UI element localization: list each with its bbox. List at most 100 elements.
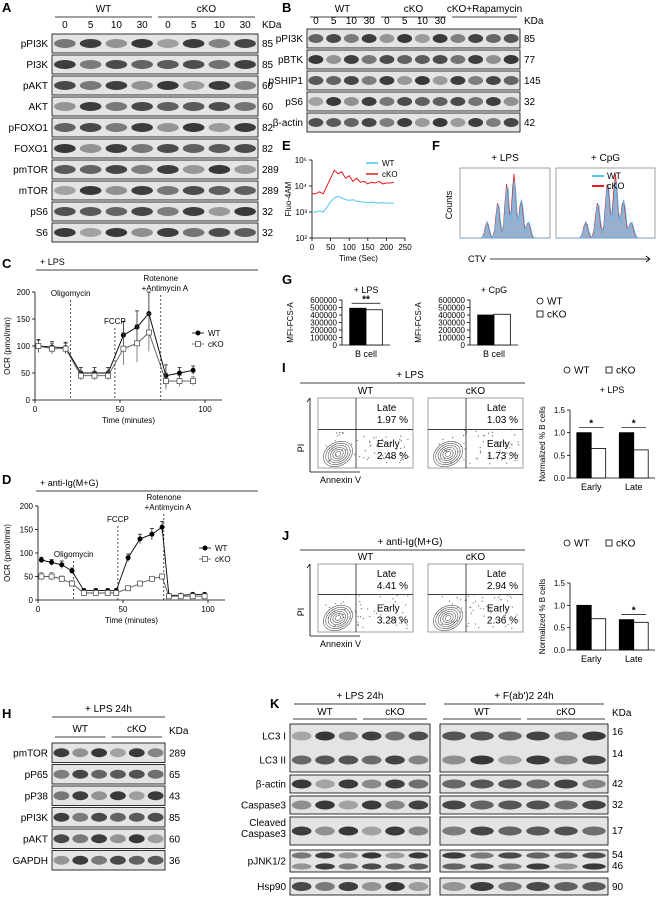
- y-tick-label: 300000: [438, 319, 465, 328]
- blot-band: [208, 81, 231, 90]
- blot-band: [498, 731, 522, 741]
- blot-band: [105, 123, 128, 132]
- blot-band: [128, 812, 145, 822]
- event-dot: [400, 435, 402, 437]
- event-dot: [406, 627, 408, 629]
- y-label: OCR (pmol/min): [3, 317, 12, 375]
- kda-label: 82: [262, 123, 274, 134]
- blot-band: [79, 39, 102, 48]
- blot-band: [408, 731, 429, 741]
- blot-band: [308, 76, 324, 85]
- blot-band: [397, 76, 413, 85]
- kda-label: 42: [612, 779, 624, 790]
- blot-band: [498, 826, 522, 836]
- legend-marker: [195, 341, 201, 347]
- blot-band: [554, 755, 578, 765]
- blot-band: [182, 186, 205, 195]
- blot-band: [414, 55, 430, 64]
- event-dot: [334, 440, 336, 442]
- legend-label: WT: [607, 171, 621, 181]
- blot-band: [414, 34, 430, 43]
- blot-box: [289, 849, 431, 873]
- contour: [440, 447, 456, 461]
- blot-band: [582, 731, 606, 741]
- bar: [365, 309, 383, 346]
- blot-band: [470, 863, 494, 870]
- event-dot: [491, 431, 494, 433]
- point: [59, 562, 65, 568]
- event-dot: [517, 444, 520, 446]
- blot-band: [470, 882, 494, 891]
- event-dot: [391, 456, 394, 459]
- group-label: cKO: [385, 707, 405, 718]
- event-dot: [506, 462, 508, 464]
- event-dot: [514, 434, 516, 436]
- axis-arrow: [645, 258, 651, 263]
- blot-band: [131, 165, 153, 174]
- point: [125, 555, 131, 561]
- blot-band: [582, 852, 606, 859]
- blot-band: [408, 826, 429, 836]
- y-tick-label: 1.0: [554, 429, 566, 438]
- event-dot: [390, 442, 392, 444]
- blot-band: [157, 186, 179, 195]
- point: [137, 580, 143, 587]
- legend-label: WT: [215, 544, 228, 553]
- event-dot: [483, 434, 486, 437]
- kda-label: 32: [262, 207, 274, 218]
- blot-band: [485, 97, 501, 106]
- event-dot: [461, 607, 463, 609]
- event-dot: [451, 603, 454, 605]
- legend-label: WT: [574, 539, 590, 550]
- blot-band: [110, 834, 126, 844]
- blot-band: [72, 791, 89, 801]
- x-tick-label: Early: [581, 482, 602, 492]
- blot-band: [414, 97, 430, 106]
- y-label: PI: [296, 608, 306, 617]
- bar: [576, 604, 592, 651]
- quadrant-value: 2.48 %: [377, 451, 408, 462]
- annotation: Oligomycin: [51, 289, 91, 298]
- blot-band: [361, 118, 377, 127]
- event-dot: [399, 452, 401, 454]
- panel-letter: A: [2, 0, 12, 15]
- kda-label: 46: [612, 861, 624, 872]
- event-dot: [396, 624, 398, 626]
- point: [105, 372, 111, 379]
- y-label: OCR (pmol/min): [3, 524, 12, 582]
- event-dot: [507, 600, 509, 602]
- legend-marker: [202, 545, 208, 551]
- event-dot: [407, 438, 409, 440]
- blot-band: [147, 834, 164, 844]
- blot-band: [582, 863, 606, 870]
- blot-band: [338, 826, 359, 836]
- row-label: Caspase3: [241, 801, 286, 812]
- blot-band: [308, 55, 324, 64]
- event-dot: [402, 612, 404, 614]
- x-tick-label: Early: [581, 654, 602, 664]
- blot-box: [51, 75, 259, 96]
- event-dot: [509, 457, 511, 460]
- legend-marker: [563, 366, 571, 374]
- unit-label: KDa: [169, 726, 189, 737]
- event-dot: [342, 432, 344, 434]
- event-dot: [393, 619, 396, 621]
- blot-band: [54, 228, 76, 237]
- blot-band: [361, 731, 382, 741]
- blot-box: [306, 28, 521, 49]
- blot-band: [54, 207, 76, 216]
- blot-band: [432, 55, 448, 64]
- x-tick-label: 250: [398, 243, 412, 252]
- row-label: pPI3K: [21, 813, 49, 824]
- x-tick-label: B cell: [355, 349, 377, 359]
- event-dot: [342, 613, 344, 616]
- lane-label: 30: [137, 20, 149, 31]
- y-tick-label: 600000: [438, 296, 465, 305]
- quadrant-value: 2.94 %: [487, 581, 518, 592]
- point: [38, 573, 45, 580]
- kda-label: 32: [524, 97, 536, 108]
- event-dot: [387, 606, 389, 609]
- event-dot: [399, 622, 401, 624]
- blot-band: [53, 748, 70, 758]
- blot-band: [308, 97, 324, 106]
